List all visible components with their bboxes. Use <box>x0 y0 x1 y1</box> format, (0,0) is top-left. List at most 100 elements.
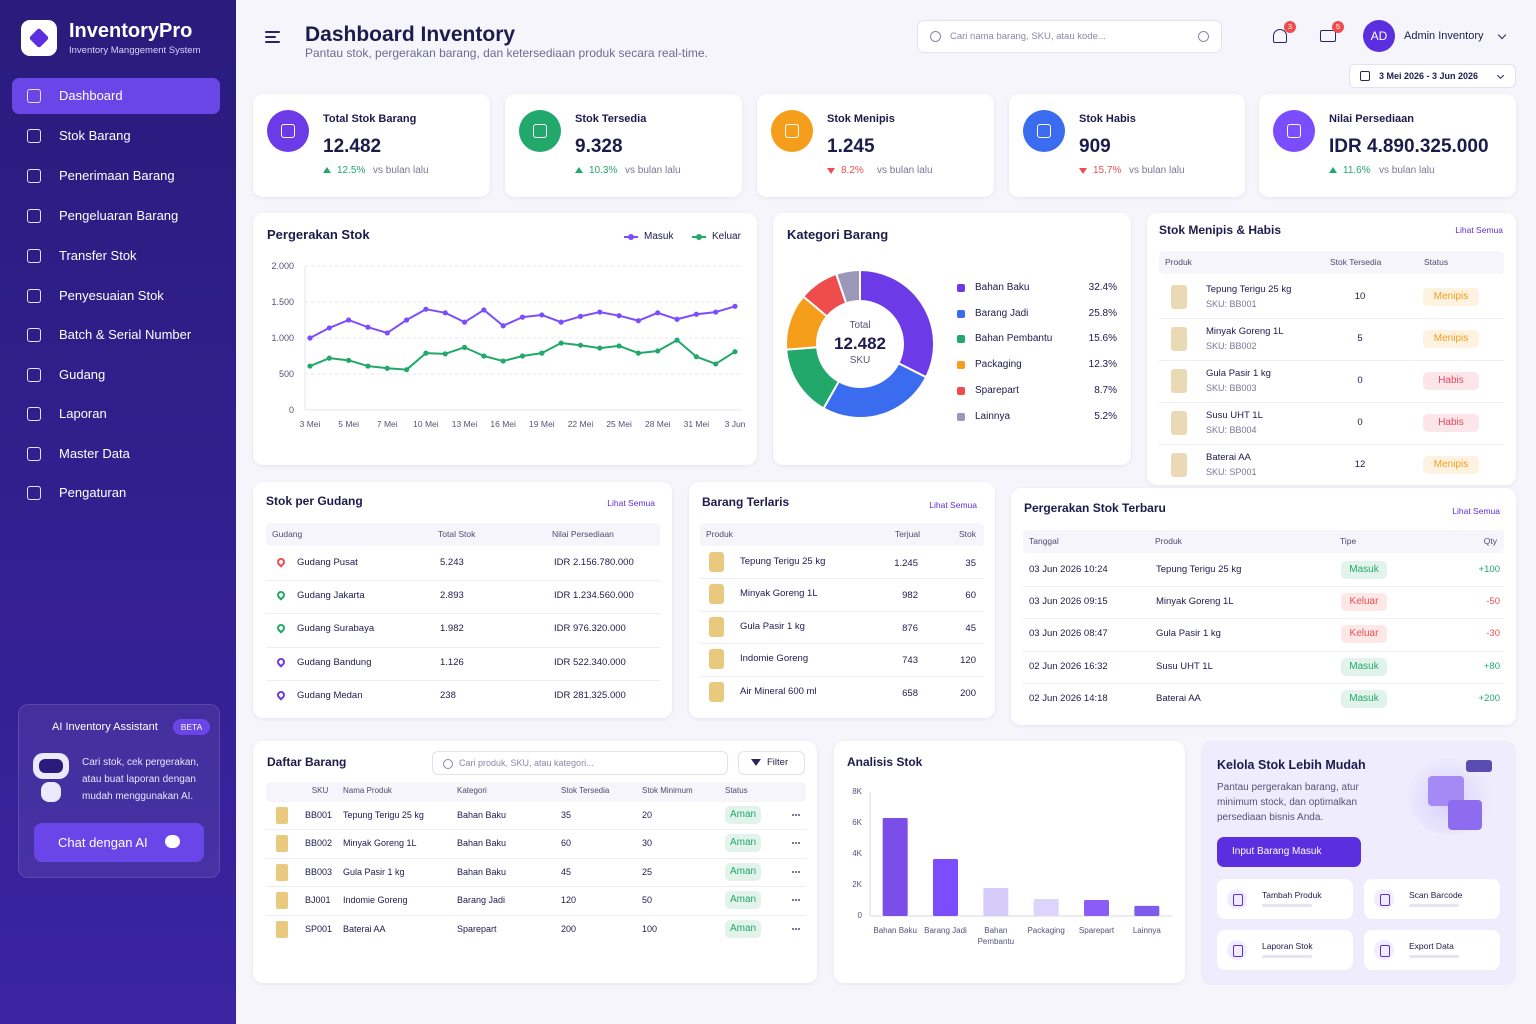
nav-item[interactable]: Pengeluaran Barang <box>59 208 179 223</box>
product-name: Minyak Goreng 1L <box>1206 326 1284 337</box>
stock: 35 <box>965 558 976 569</box>
row-menu-dot <box>798 842 800 845</box>
nav-item[interactable]: Penyesuaian Stok <box>59 288 164 303</box>
nav-item[interactable]: Gudang <box>59 367 106 382</box>
qty: +100 <box>1478 564 1500 575</box>
product-name: Air Mineral 600 ml <box>740 685 817 697</box>
type: Keluar <box>1341 593 1387 612</box>
product-name: Baterai AA <box>1206 452 1251 463</box>
product-name: Gula Pasir 1 kg <box>1206 368 1271 379</box>
app-name: InventoryPro <box>69 20 193 42</box>
chat-icon <box>165 835 180 848</box>
legend-label[interactable]: Sparepart <box>975 384 1019 396</box>
row-divider <box>266 580 660 582</box>
date: 02 Jun 2026 16:32 <box>1029 660 1108 672</box>
y-tick-label: 500 <box>278 369 294 379</box>
search-icon <box>1198 31 1209 42</box>
product-image <box>276 835 288 853</box>
action-label[interactable]: Tambah Produk <box>1262 890 1322 900</box>
kpi-icon <box>1023 110 1065 152</box>
nav-item[interactable]: Penerimaan Barang <box>59 168 175 183</box>
link[interactable]: Lihat Semua <box>607 498 655 508</box>
nav-item[interactable]: Laporan <box>59 406 107 421</box>
product-image <box>709 584 724 605</box>
legend-value: 5.2% <box>1094 410 1117 422</box>
promo-button[interactable]: Input Barang Masuk <box>1217 837 1361 867</box>
bell-icon[interactable] <box>1273 29 1287 43</box>
action-label[interactable]: Laporan Stok <box>1262 941 1313 951</box>
column-header: Stok Minimum <box>642 786 693 795</box>
chart-title: Kategori Barang <box>787 227 889 242</box>
row-divider <box>266 613 660 615</box>
inventory-value: IDR 522.340.000 <box>554 656 626 668</box>
legend-label[interactable]: Masuk <box>644 231 674 242</box>
filter-label[interactable]: Filter <box>767 757 789 768</box>
link[interactable]: Lihat Semua <box>1452 506 1500 516</box>
nav-item[interactable]: Stok Barang <box>59 128 131 143</box>
status: Aman <box>725 806 761 824</box>
filter-button[interactable] <box>738 751 805 775</box>
cell: Tepung Terigu 25 kg <box>343 810 424 820</box>
nav-icon <box>27 407 41 421</box>
cell: Indomie Goreng <box>343 895 408 906</box>
nav-item[interactable]: Master Data <box>59 446 130 461</box>
column-header: Nama Produk <box>343 786 392 795</box>
search-box[interactable] <box>917 20 1222 53</box>
cell: SP001 <box>305 923 333 934</box>
x-tick-label: 5 Mei <box>338 419 360 429</box>
nav-icon <box>27 129 41 143</box>
nav-active <box>12 78 220 114</box>
legend-label[interactable]: Packaging <box>975 359 1022 371</box>
menu-icon <box>265 36 276 38</box>
legend-label[interactable]: Keluar <box>712 231 741 242</box>
legend-label[interactable]: Bahan Baku <box>975 282 1030 293</box>
stock: 120 <box>960 655 976 667</box>
search-box[interactable] <box>432 751 728 775</box>
x-tick-label: 19 Mei <box>529 419 555 429</box>
kpi-note: vs bulan lalu <box>877 165 933 176</box>
product-name: Indomie Goreng <box>740 653 809 665</box>
qty: +80 <box>1483 660 1500 672</box>
nav-item[interactable]: Pengaturan <box>59 485 127 500</box>
cell: Sparepart <box>457 923 497 934</box>
row-divider <box>1023 586 1504 588</box>
action-label[interactable]: Export Data <box>1409 941 1454 951</box>
row-menu-dot <box>792 927 794 930</box>
chevron <box>1497 30 1507 40</box>
total-stock: 5.243 <box>440 557 464 568</box>
sold: 658 <box>902 687 918 699</box>
legend-swatch <box>957 412 965 421</box>
user-name[interactable]: Admin Inventory <box>1404 30 1484 42</box>
legend-label[interactable]: Bahan Pembantu <box>975 333 1053 345</box>
nav-item[interactable]: Batch & Serial Number <box>59 327 192 342</box>
nav-item[interactable]: Transfer Stok <box>59 248 137 263</box>
legend-swatch <box>957 309 965 318</box>
row-menu-dot <box>798 899 800 902</box>
kpi-icon-glyph <box>1287 124 1301 138</box>
table-card <box>253 482 672 718</box>
link[interactable]: Lihat Semua <box>929 500 977 510</box>
nav-icon <box>27 209 41 223</box>
kpi-label: Total Stok Barang <box>323 113 417 125</box>
row-divider <box>1159 318 1504 319</box>
y-tick-label: 1.000 <box>271 333 294 343</box>
x-tick-label: 13 Mei <box>451 419 478 429</box>
kpi-change: 12.5% <box>337 165 366 176</box>
x-tick-label: 3 Jun <box>724 419 746 429</box>
ai-text: Cari stok, cek pergerakan, atau buat lap… <box>82 757 199 802</box>
nav-item[interactable]: Dashboard <box>59 88 123 103</box>
legend-label[interactable]: Lainnya <box>975 410 1011 422</box>
date-pill[interactable] <box>1349 64 1516 88</box>
qty: -30 <box>1486 628 1500 640</box>
stock: 5 <box>1357 333 1363 344</box>
status: Aman <box>725 862 761 881</box>
card-title: Stok Menipis & Habis <box>1159 223 1282 237</box>
product-name: Gula Pasir 1 kg <box>1156 628 1221 640</box>
legend-label[interactable]: Barang Jadi <box>975 307 1029 319</box>
mail-icon[interactable] <box>1320 30 1336 42</box>
link[interactable]: Lihat Semua <box>1455 225 1503 235</box>
row-menu-dot <box>795 927 797 930</box>
action-label[interactable]: Scan Barcode <box>1409 890 1463 900</box>
promo-text: Pantau pergerakan barang, atur minimum s… <box>1217 782 1359 823</box>
